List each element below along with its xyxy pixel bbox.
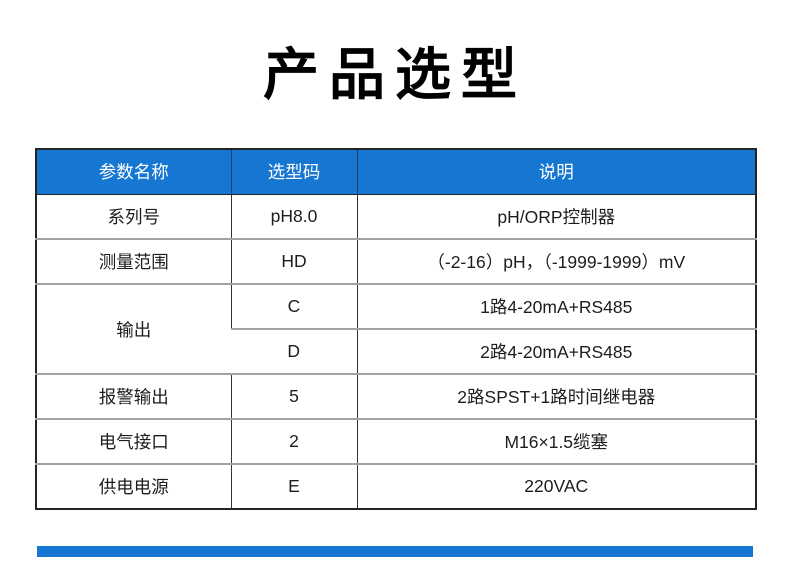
code-cell: 2 [230, 418, 357, 464]
code-cell: 5 [230, 373, 357, 419]
param-cell-output: 输出 [36, 283, 231, 374]
param-cell: 供电电源 [36, 463, 231, 509]
code-cell: E [230, 463, 357, 509]
table-row-electrical-interface: 电气接口 2 M16×1.5缆塞 [36, 418, 756, 464]
col-header-description: 说明 [356, 149, 756, 195]
table-header-row: 参数名称 选型码 说明 [36, 149, 756, 195]
table-row-series: 系列号 pH8.0 pH/ORP控制器 [36, 194, 756, 239]
product-selection-table: 参数名称 选型码 说明 系列号 pH8.0 pH/ORP控制器 测量范围 HD … [35, 148, 757, 510]
desc-cell: pH/ORP控制器 [356, 194, 756, 239]
code-cell: C [230, 283, 357, 329]
bottom-accent-bar [37, 546, 753, 557]
table-row-output-d: D 2路4-20mA+RS485 [36, 328, 756, 374]
desc-cell: 2路4-20mA+RS485 [356, 328, 756, 374]
col-header-selection-code: 选型码 [230, 149, 357, 195]
desc-cell: M16×1.5缆塞 [356, 418, 756, 464]
desc-cell: （-2-16）pH，（-1999-1999）mV [356, 238, 756, 284]
param-cell: 电气接口 [36, 418, 231, 464]
param-cell: 报警输出 [36, 373, 231, 419]
desc-cell: 2路SPST+1路时间继电器 [356, 373, 756, 419]
table-row-measure-range: 测量范围 HD （-2-16）pH，（-1999-1999）mV [36, 238, 756, 284]
desc-cell: 1路4-20mA+RS485 [356, 283, 756, 329]
code-cell: D [231, 328, 357, 374]
param-cell: 测量范围 [36, 238, 231, 284]
desc-cell: 220VAC [356, 463, 756, 509]
code-cell: HD [230, 238, 357, 284]
table-row-alarm-output: 报警输出 5 2路SPST+1路时间继电器 [36, 373, 756, 419]
col-header-parameter-name: 参数名称 [36, 149, 231, 195]
param-cell: 系列号 [107, 206, 161, 227]
code-cell: pH8.0 [230, 194, 357, 239]
table-row-power-supply: 供电电源 E 220VAC [36, 463, 756, 509]
page-title: 产品选型 [263, 43, 527, 106]
table-row-output-c: 输出 C 1路4-20mA+RS485 [36, 283, 756, 374]
